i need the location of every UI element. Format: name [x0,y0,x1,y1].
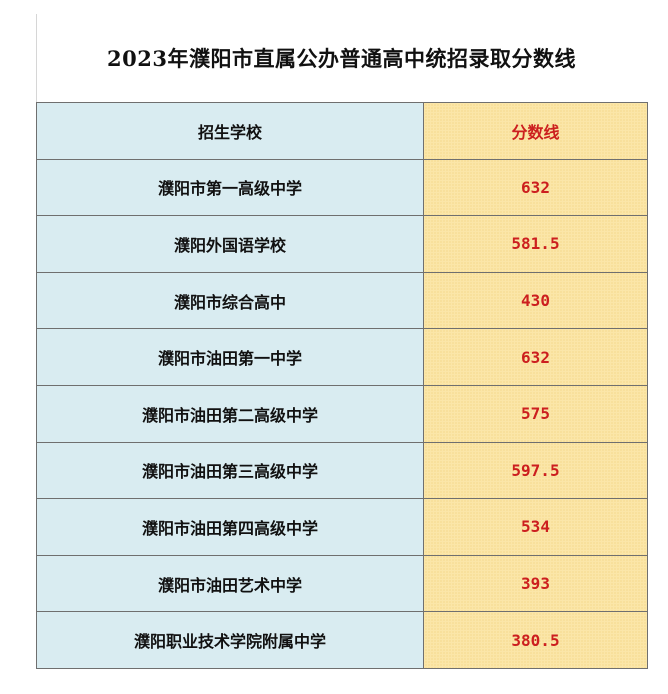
table-body: 濮阳市第一高级中学 632 濮阳外国语学校 581.5 濮阳市综合高中 430 … [36,158,648,669]
score-cell: 581.5 [423,215,648,273]
score-cell: 430 [423,271,648,330]
score-cell: 393 [423,554,648,613]
table-header: 招生学校 分数线 [36,102,648,160]
header-row: 招生学校 分数线 [36,102,648,160]
table-row: 濮阳职业技术学院附属中学 380.5 [36,611,648,669]
score-cell: 534 [423,498,648,556]
school-name-cell: 濮阳市综合高中 [36,271,424,330]
school-name-cell: 濮阳市第一高级中学 [36,158,424,217]
table-row: 濮阳市油田第四高级中学 534 [36,498,648,556]
school-name-cell: 濮阳市油田第一中学 [36,328,424,386]
score-sheet: 2023年濮阳市直属公办普通高中统招录取分数线 招生学校 分数线 濮阳市第一高级… [36,14,648,680]
school-name-cell: 濮阳市油田艺术中学 [36,554,424,613]
score-cell: 632 [423,158,648,217]
table-row: 濮阳市油田第二高级中学 575 [36,384,648,443]
table-row: 濮阳市油田第三高级中学 597.5 [36,441,648,500]
header-score: 分数线 [423,102,648,160]
table-row: 濮阳外国语学校 581.5 [36,215,648,273]
table-row: 濮阳市油田第一中学 632 [36,328,648,386]
table-row: 濮阳市油田艺术中学 393 [36,554,648,613]
score-cell: 380.5 [423,611,648,669]
score-cell: 597.5 [423,441,648,500]
score-cell: 632 [423,328,648,386]
school-name-cell: 濮阳市油田第三高级中学 [36,441,424,500]
page-title: 2023年濮阳市直属公办普通高中统招录取分数线 [36,14,646,102]
school-name-cell: 濮阳职业技术学院附属中学 [36,611,424,669]
score-cell: 575 [423,384,648,443]
school-name-cell: 濮阳市油田第二高级中学 [36,384,424,443]
school-name-cell: 濮阳市油田第四高级中学 [36,498,424,556]
header-school: 招生学校 [36,102,424,160]
admission-score-table: 招生学校 分数线 濮阳市第一高级中学 632 濮阳外国语学校 581.5 濮阳市… [36,102,648,669]
school-name-cell: 濮阳外国语学校 [36,215,424,273]
table-row: 濮阳市第一高级中学 632 [36,158,648,217]
table-row: 濮阳市综合高中 430 [36,271,648,330]
